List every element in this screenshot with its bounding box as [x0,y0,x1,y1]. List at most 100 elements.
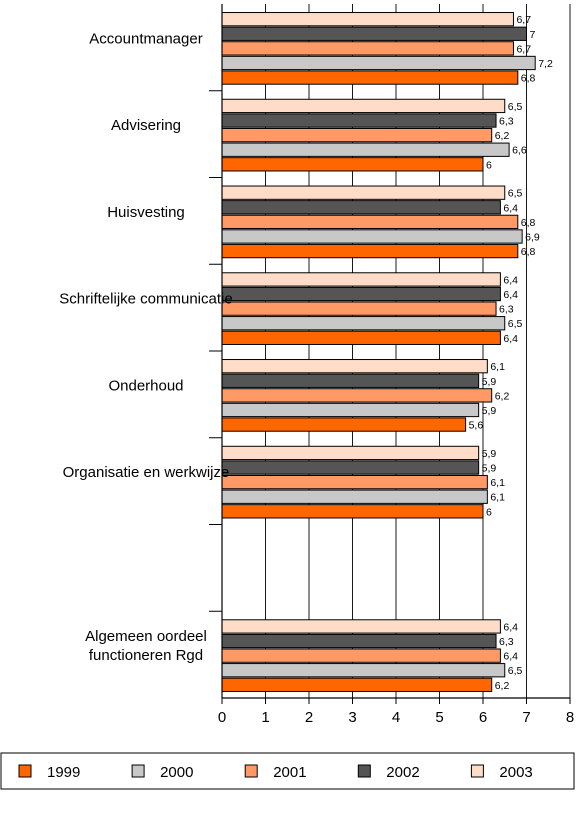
bar-value-label: 6,4 [503,333,518,345]
legend-swatch [244,764,258,778]
bar [221,98,506,114]
bar-value-label: 6,8 [521,217,536,229]
legend: 1999 2000 2001 2002 2003 [0,752,575,790]
legend-label: 2000 [160,764,193,781]
bar-value-label: 5,9 [482,463,497,475]
bar [221,127,493,143]
bar-value-label: 6,3 [499,636,514,648]
bar-value-label: 6,2 [495,390,510,402]
category-label: Schriftelijke communicatie [59,291,232,308]
category-label: Huisvesting [107,204,185,221]
bar-value-label: 6,9 [525,231,540,243]
legend-label: 1999 [47,764,80,781]
bar-value-label: 6,5 [508,665,523,677]
axes: 0 1 2 3 4 5 6 7 8 [209,4,574,726]
bar-value-label: 6,8 [521,246,536,258]
bar [221,12,514,27]
category-label: functioneren Rgd [89,647,203,664]
bar-value-label: 6,4 [503,289,518,301]
bar-value-label: 6,1 [490,361,505,373]
bar [221,489,488,504]
bar-value-label: 6,2 [495,680,510,692]
bar [221,185,506,200]
x-tick-label: 1 [261,709,269,726]
bar-value-label: 6,4 [503,274,518,286]
bar-value-label: 6,6 [512,145,527,157]
bar [221,373,480,388]
bar [221,460,480,475]
bar [221,26,527,41]
bar-value-label: 5,9 [482,448,497,460]
bar [221,663,506,678]
x-tick-label: 0 [218,709,226,726]
bar [221,243,519,259]
legend-swatch [470,764,484,778]
bar [221,316,506,331]
bar-value-label: 6,7 [516,14,531,26]
x-tick-label: 2 [305,709,313,726]
bar-value-label: 6,5 [508,318,523,330]
bar-value-label: 6 [486,506,492,518]
x-tick-label: 5 [435,709,443,726]
bar-value-label: 6,2 [495,130,510,142]
bar-value-label: 7,2 [538,58,553,70]
bar-value-label: 6,8 [521,73,536,85]
bar [221,648,501,663]
category-labels: Accountmanager Advisering Huisvesting Schri… [59,30,232,664]
bar [221,619,501,634]
bar [221,70,519,85]
bar-value-label: 6,4 [503,202,518,214]
bar-value-label: 6 [486,159,492,171]
bar [221,677,493,692]
bar-value-label: 6,1 [490,492,505,504]
legend-swatch [131,764,145,778]
category-label: Onderhoud [108,377,183,394]
bar-value-label: 6,5 [508,101,523,113]
legend-swatch [357,764,371,778]
bar [221,330,501,345]
bar-value-label: 6,4 [503,621,518,633]
bar [221,157,484,172]
bar-value-label: 6,7 [516,43,531,55]
bar [221,113,497,128]
bar-value-label: 5,6 [469,420,484,432]
category-label: Organisatie en werkwijze [63,464,230,481]
legend-swatch [18,764,32,778]
category-label: Advisering [111,117,181,134]
bar [221,142,510,157]
bar [221,504,484,519]
bar-value-label: 6,3 [499,304,514,316]
bar-value-label: 6,1 [490,477,505,489]
x-tick-label: 6 [479,709,487,726]
bar [221,417,467,432]
x-tick-label: 7 [522,709,530,726]
bar [221,229,523,244]
bar [221,200,501,215]
bar [221,633,497,649]
bar [221,301,497,316]
legend-label: 2002 [386,764,419,781]
category-label: Algemeen oordeel [85,628,207,645]
bar-value-label: 6,4 [503,651,518,663]
x-tick-label: 8 [566,709,574,726]
bar [221,55,536,71]
bar [221,41,514,56]
bar-value-label: 5,9 [482,376,497,388]
category-label: Accountmanager [89,30,202,47]
bar [221,388,493,403]
bar-value-label: 6,3 [499,116,514,128]
bar-value-label: 6,5 [508,188,523,200]
x-tick-label: 3 [348,709,356,726]
bar-value-label: 5,9 [482,405,497,417]
bar [221,214,519,230]
bar [221,359,488,374]
bar [221,286,501,302]
bar-value-label: 7 [530,29,536,41]
legend-label: 2003 [499,764,532,781]
bar [221,474,488,490]
bar [221,272,501,287]
bar-marks: 6,87,26,776,766,66,26,36,56,86,96,86,46,… [221,12,553,692]
x-tick-label: 4 [392,709,400,726]
bar [221,445,480,461]
